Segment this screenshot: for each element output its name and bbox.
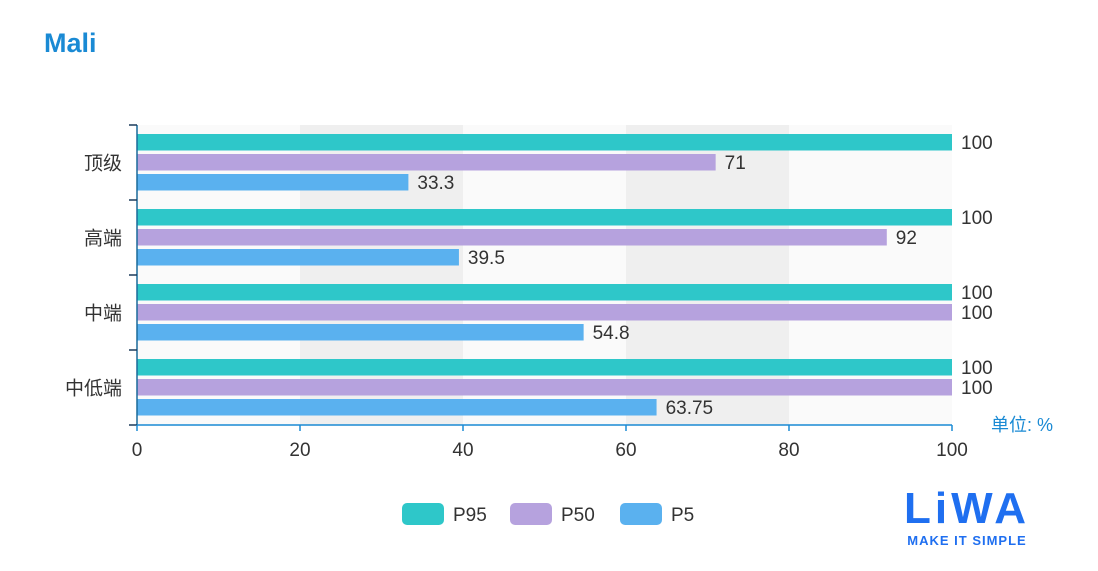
x-tick-label: 40 [452,440,473,461]
bar-p95 [137,359,952,376]
liwa-logo: LiWA [904,484,1030,533]
bar-p5 [137,324,584,341]
x-tick-label: 80 [778,440,799,461]
x-tick-label: 0 [132,440,143,461]
data-label: 63.75 [666,398,714,419]
data-label: 92 [896,228,917,249]
data-label: 39.5 [468,248,505,269]
data-label: 33.3 [417,173,454,194]
bar-p95 [137,209,952,226]
legend-item-p95-swatch[interactable] [402,503,444,525]
bar-p95 [137,134,952,151]
legend-item-p5[interactable]: P5 [671,505,694,526]
data-label: 100 [961,378,993,399]
data-label: 54.8 [593,323,630,344]
data-label: 71 [725,153,746,174]
bar-p5 [137,249,459,266]
x-tick-label: 60 [615,440,636,461]
bar-p5 [137,174,409,191]
x-tick-label: 100 [936,440,968,461]
bar-p5 [137,399,657,416]
category-label: 顶级 [84,153,122,175]
bar-p50 [137,154,716,171]
legend-item-p50-swatch[interactable] [510,503,552,525]
legend-item-p95[interactable]: P95 [453,505,487,526]
category-label: 中端 [84,303,122,325]
chart-title: Mali [44,28,97,58]
bar-p50 [137,379,952,396]
category-label: 中低端 [65,378,122,400]
data-label: 100 [961,358,993,379]
bar-p50 [137,304,952,321]
data-label: 100 [961,208,993,229]
bar-p95 [137,284,952,301]
data-label: 100 [961,133,993,154]
legend-item-p5-swatch[interactable] [620,503,662,525]
category-label: 高端 [84,228,122,250]
logo-tagline: MAKE IT SIMPLE [907,533,1027,548]
unit-label: 单位: % [991,415,1053,435]
legend-item-p50[interactable]: P50 [561,505,595,526]
data-label: 100 [961,283,993,304]
data-label: 100 [961,303,993,324]
bar-p50 [137,229,887,246]
x-tick-label: 20 [289,440,310,461]
